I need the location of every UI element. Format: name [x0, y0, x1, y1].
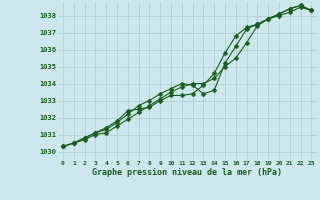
X-axis label: Graphe pression niveau de la mer (hPa): Graphe pression niveau de la mer (hPa) — [92, 168, 282, 177]
